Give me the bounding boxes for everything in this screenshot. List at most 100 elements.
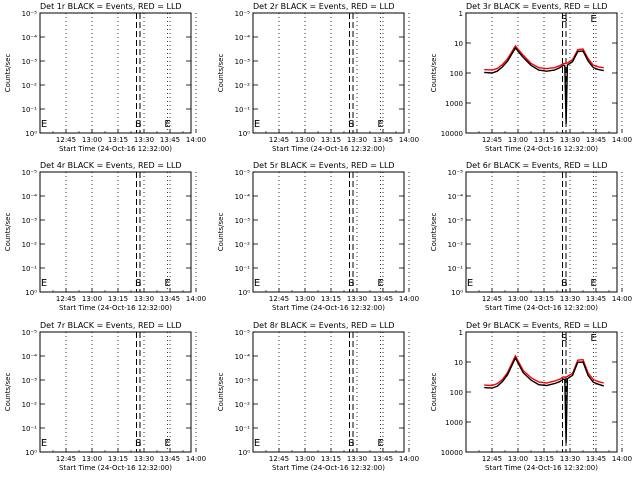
y-tick-label: 10⁻³: [22, 377, 38, 385]
x-tick-label: 13:30: [347, 295, 367, 303]
y-tick-label: 10⁻³: [22, 58, 38, 66]
x-tick-label: 13:15: [321, 136, 341, 144]
y-tick-label: 10⁻⁵: [235, 169, 251, 177]
x-axis-label: Start Time (24-Oct-16 12:32:00): [59, 304, 172, 312]
x-tick-label: 13:45: [586, 295, 606, 303]
y-tick-label: 10⁻³: [235, 58, 251, 66]
series-line: [484, 46, 604, 125]
x-tick-label: 14:00: [186, 455, 206, 463]
x-tick-label: 14:00: [399, 136, 419, 144]
panel-title: Det 9r BLACK = Events, RED = LLD: [466, 321, 608, 330]
end-marker-label: E: [467, 278, 473, 289]
y-axis-label: Counts/sec: [217, 213, 225, 252]
y-tick-label: 10000: [441, 449, 463, 457]
y-tick-label: 1000: [445, 419, 463, 427]
detector-panel: Det 5r BLACK = Events, RED = LLD 12:45 13:…: [217, 161, 419, 312]
x-tick-label: 13:00: [295, 136, 315, 144]
x-tick-label: 14:00: [186, 295, 206, 303]
x-tick-label: 12:45: [56, 455, 76, 463]
y-tick-label: 10⁰: [238, 130, 250, 138]
x-tick-label: 13:45: [160, 295, 180, 303]
x-axis-label: Start Time (24-Oct-16 12:32:00): [485, 464, 598, 472]
x-tick-label: 12:45: [482, 136, 502, 144]
x-tick-label: 13:15: [108, 295, 128, 303]
y-tick-label: 10⁻⁵: [22, 169, 38, 177]
y-tick-label: 10⁻¹: [22, 106, 38, 114]
end-marker-label: E: [590, 14, 596, 25]
y-tick-label: 10⁻⁴: [22, 193, 38, 201]
x-axis-label: Start Time (24-Oct-16 12:32:00): [272, 464, 385, 472]
y-axis-label: Counts/sec: [217, 373, 225, 412]
end-marker-label: E: [377, 278, 383, 289]
start-marker-label: S: [135, 438, 141, 449]
x-axis-label: Start Time (24-Oct-16 12:32:00): [485, 145, 598, 153]
detector-panel: Det 4r BLACK = Events, RED = LLD 12:45 13:…: [4, 161, 206, 312]
y-tick-label: 10⁻¹: [22, 265, 38, 273]
y-tick-label: 10⁻¹: [235, 265, 251, 273]
detector-panel: Det 1r BLACK = Events, RED = LLD 12:45 13:…: [4, 2, 206, 153]
x-tick-label: 13:30: [347, 455, 367, 463]
y-tick-label: 10⁻⁴: [235, 34, 251, 42]
y-tick-label: 100: [450, 389, 463, 397]
panel-title: Det 8r BLACK = Events, RED = LLD: [253, 321, 395, 330]
y-tick-label: 10⁻⁴: [22, 34, 38, 42]
y-tick-label: 10⁰: [25, 449, 37, 457]
y-axis-label: Counts/sec: [430, 54, 438, 93]
x-tick-label: 13:15: [321, 455, 341, 463]
y-tick-label: 10⁻²: [22, 401, 38, 409]
x-tick-label: 14:00: [186, 136, 206, 144]
x-tick-label: 13:30: [134, 455, 154, 463]
end-marker-label: E: [377, 119, 383, 130]
y-axis-label: Counts/sec: [430, 213, 438, 252]
series-line: [484, 44, 604, 71]
x-tick-label: 14:00: [612, 455, 632, 463]
x-tick-label: 13:00: [295, 295, 315, 303]
y-tick-label: 10: [454, 359, 463, 367]
x-tick-label: 13:45: [586, 136, 606, 144]
x-tick-label: 13:45: [373, 136, 393, 144]
x-tick-label: 12:45: [56, 295, 76, 303]
y-axis-label: Counts/sec: [4, 54, 12, 93]
detector-panel: Det 2r BLACK = Events, RED = LLD 12:45 13:…: [217, 2, 419, 153]
x-tick-label: 13:15: [534, 295, 554, 303]
start-marker-label: S: [561, 333, 567, 344]
x-tick-label: 13:00: [508, 136, 528, 144]
end-marker-label: E: [254, 278, 260, 289]
panel-title: Det 3r BLACK = Events, RED = LLD: [466, 2, 608, 11]
start-marker-label: S: [348, 278, 354, 289]
start-marker-label: S: [348, 119, 354, 130]
plot-frame: [465, 331, 618, 453]
y-tick-label: 10⁻¹: [448, 265, 464, 273]
y-tick-label: 10⁻⁵: [22, 10, 38, 18]
x-tick-label: 13:45: [373, 295, 393, 303]
plot-frame: [465, 171, 618, 293]
y-tick-label: 10⁻²: [235, 401, 251, 409]
end-marker-label: E: [164, 119, 170, 130]
detector-panel: Det 7r BLACK = Events, RED = LLD 12:45 13:…: [4, 321, 206, 472]
y-tick-label: 100: [450, 70, 463, 78]
x-tick-label: 13:30: [134, 295, 154, 303]
y-tick-label: 10⁻⁴: [22, 353, 38, 361]
x-tick-label: 13:30: [560, 455, 580, 463]
x-axis-label: Start Time (24-Oct-16 12:32:00): [485, 304, 598, 312]
y-tick-label: 10⁻³: [22, 217, 38, 225]
y-tick-label: 10⁻⁴: [235, 193, 251, 201]
x-tick-label: 12:45: [269, 136, 289, 144]
x-tick-label: 12:45: [56, 136, 76, 144]
detector-panel: Det 8r BLACK = Events, RED = LLD 12:45 13:…: [217, 321, 419, 472]
x-tick-label: 13:15: [534, 136, 554, 144]
y-tick-label: 10⁻²: [448, 241, 464, 249]
y-tick-label: 10⁰: [238, 449, 250, 457]
y-tick-label: 10: [454, 40, 463, 48]
series-line: [484, 356, 605, 444]
y-tick-label: 10⁻⁴: [448, 193, 464, 201]
y-tick-label: 10⁻³: [235, 377, 251, 385]
end-marker-label: E: [41, 438, 47, 449]
x-tick-label: 13:00: [508, 295, 528, 303]
y-tick-label: 10⁻²: [235, 241, 251, 249]
end-marker-label: E: [41, 119, 47, 130]
y-tick-label: 10⁻⁵: [235, 329, 251, 337]
y-tick-label: 10⁻²: [22, 241, 38, 249]
x-tick-label: 12:45: [269, 295, 289, 303]
end-marker-label: E: [590, 333, 596, 344]
